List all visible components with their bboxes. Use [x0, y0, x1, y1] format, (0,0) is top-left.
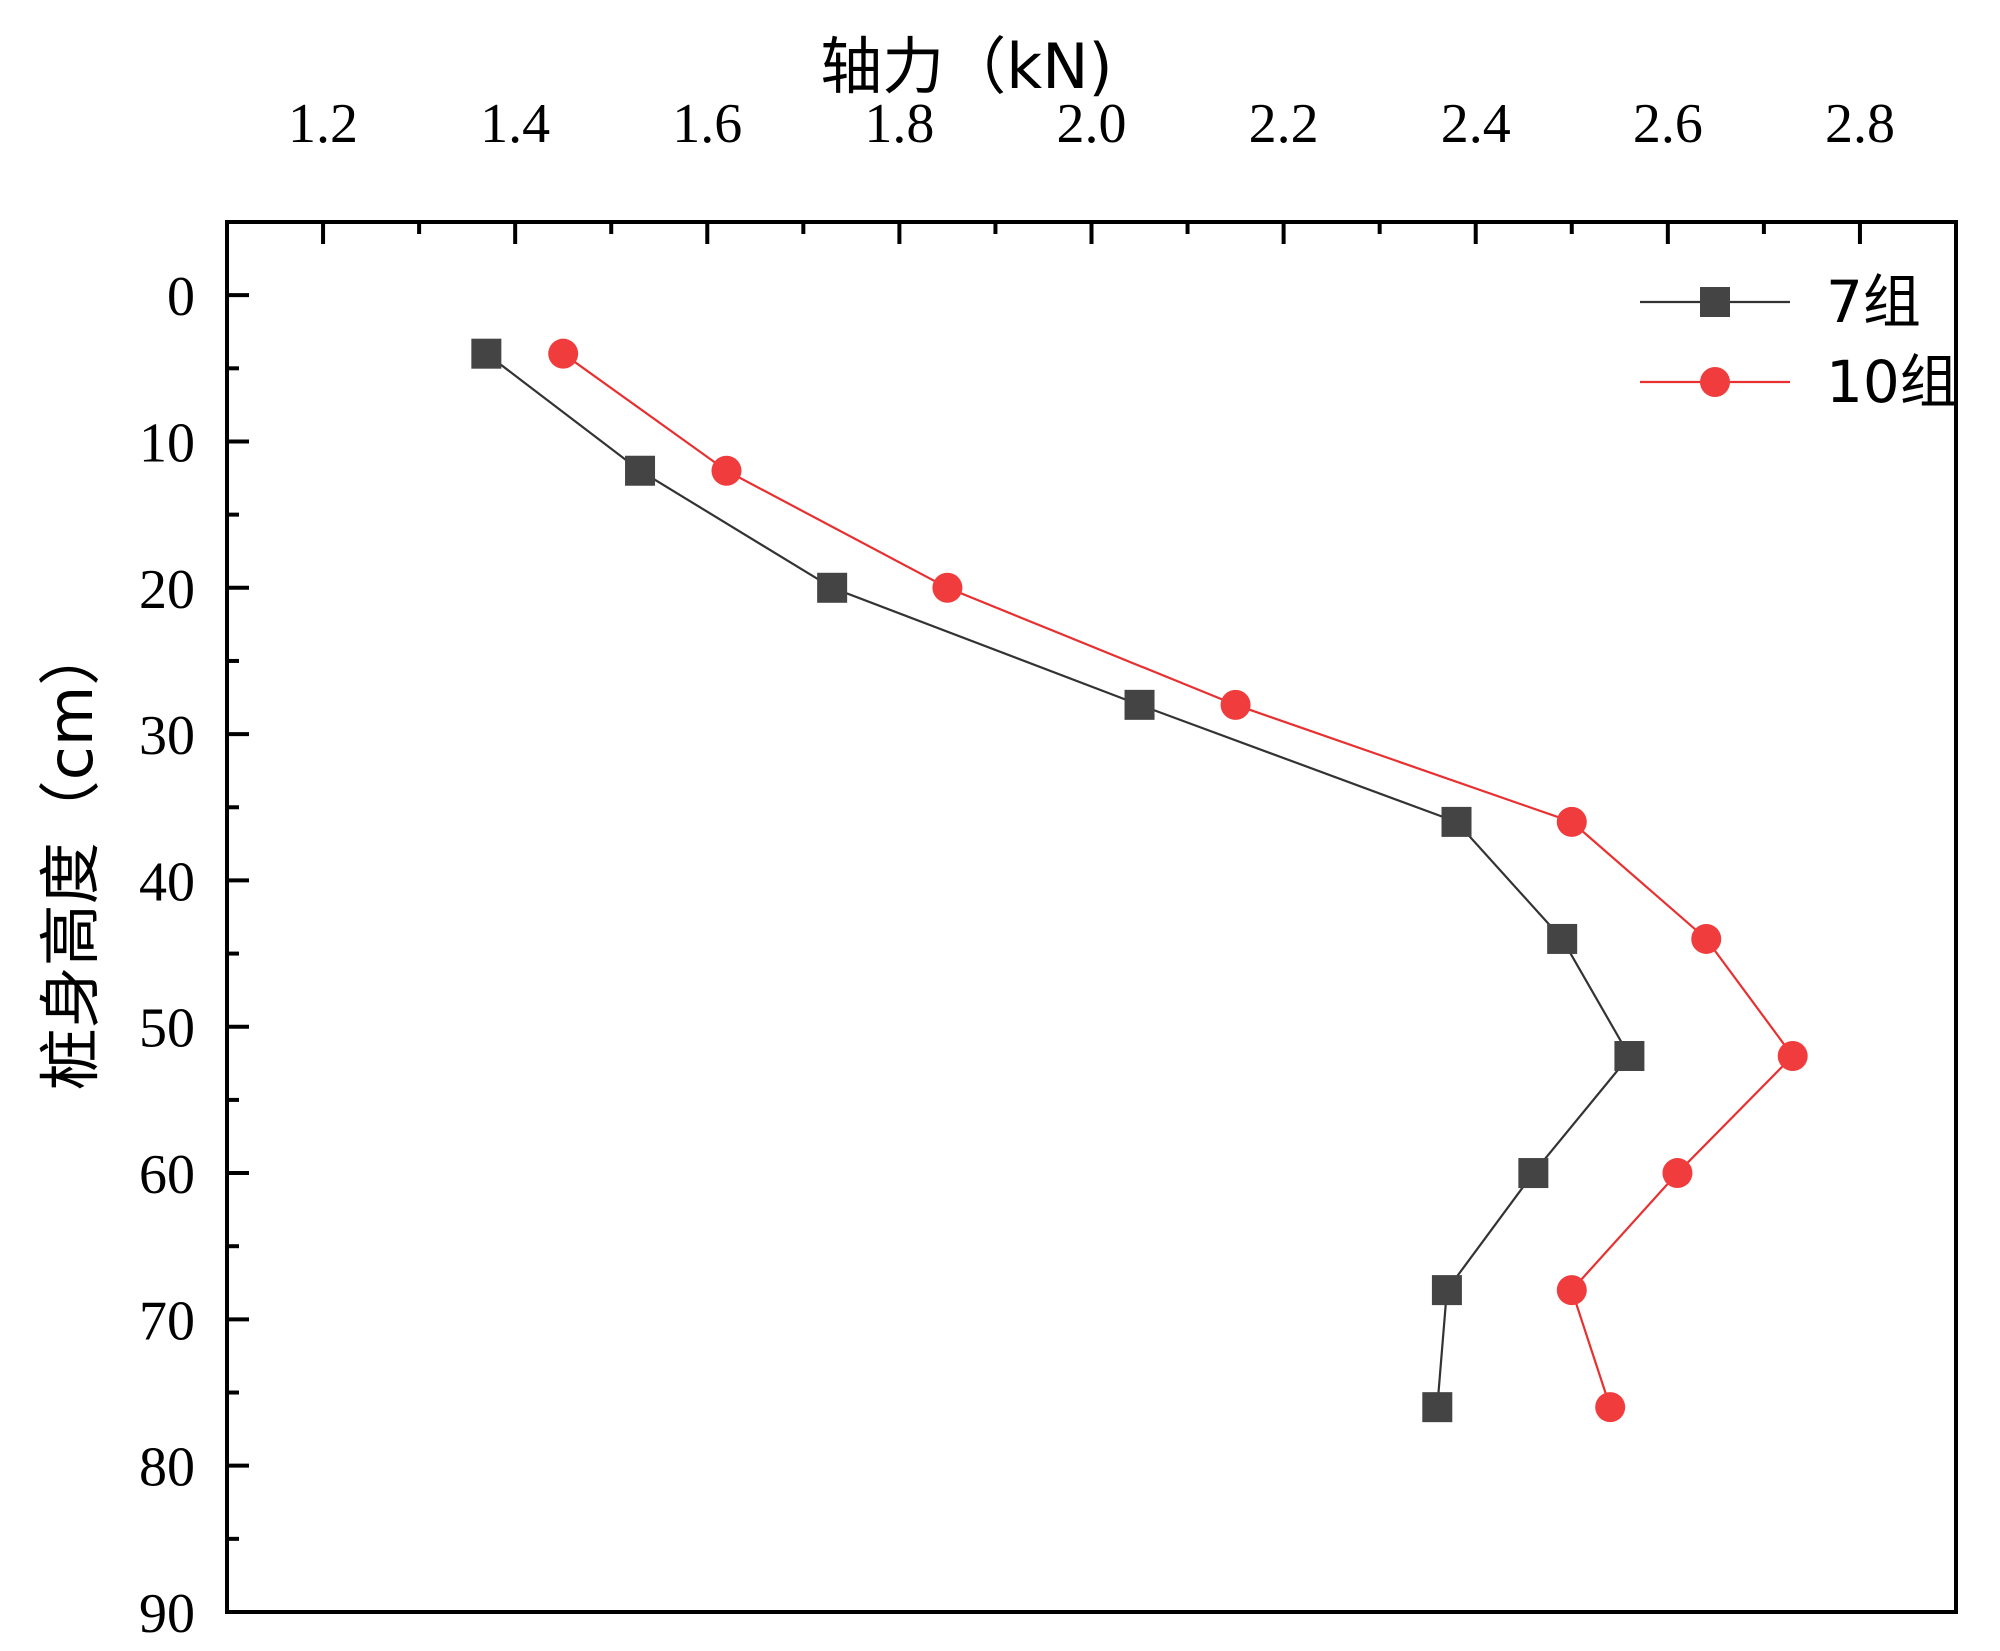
data-point-circle	[711, 455, 742, 486]
legend-marker-square	[1700, 287, 1730, 317]
data-point-square	[1441, 806, 1472, 837]
y-tick-label: 0	[167, 266, 195, 328]
data-point-circle	[1777, 1041, 1808, 1071]
y-tick-label: 80	[139, 1437, 195, 1499]
x-tick-label: 1.2	[288, 93, 358, 155]
y-tick-label: 20	[139, 559, 195, 621]
data-point-square	[1124, 689, 1155, 720]
legend-label: 7组	[1826, 268, 1921, 336]
data-point-circle	[1556, 806, 1587, 837]
y-tick-label: 50	[139, 998, 195, 1060]
data-point-square	[1614, 1041, 1645, 1071]
x-tick-label: 2.6	[1633, 93, 1703, 155]
data-point-circle	[1556, 1275, 1587, 1306]
data-point-square	[1547, 923, 1578, 954]
x-tick-label: 2.2	[1249, 93, 1319, 155]
x-tick-label: 2.0	[1057, 93, 1127, 155]
legend-label: 10组	[1826, 348, 1958, 416]
x-tick-label: 2.4	[1441, 93, 1511, 155]
data-point-circle	[548, 338, 579, 369]
series-line-1	[485, 352, 1631, 1408]
y-tick-label: 40	[139, 851, 195, 913]
y-tick-label: 10	[139, 412, 195, 474]
plot-frame	[225, 220, 1958, 1614]
y-tick-label: 60	[139, 1144, 195, 1206]
series-layer	[471, 338, 1808, 1423]
ticks-layer: 1.2 1.4 1.6 1.8 2.0 2.2 2.4 2.6 2.8 0 10 20 30 40 50 60…	[139, 93, 1895, 1645]
data-point-circle	[932, 572, 963, 603]
data-point-square	[1431, 1275, 1462, 1306]
y-tick-label: 90	[139, 1583, 195, 1645]
data-point-circle	[1595, 1392, 1626, 1423]
data-point-circle	[1691, 923, 1722, 954]
data-point-circle	[1220, 689, 1251, 720]
data-point-square	[625, 455, 656, 486]
data-point-square	[1422, 1392, 1453, 1423]
x-tick-label: 1.8	[864, 93, 934, 155]
y-tick-label: 70	[139, 1290, 195, 1352]
x-tick-label: 2.8	[1825, 93, 1895, 155]
y-axis-title: 桩身高度（cm）	[34, 624, 107, 1090]
series-line-2	[562, 352, 1795, 1408]
data-point-square	[471, 338, 502, 369]
legend-marker-circle	[1700, 367, 1730, 397]
x-axis-title: 轴力（kN)	[820, 30, 1112, 103]
data-point-square	[817, 572, 848, 603]
data-point-circle	[1662, 1158, 1693, 1189]
data-point-square	[1518, 1158, 1549, 1189]
x-tick-label: 1.4	[480, 93, 550, 155]
x-tick-label: 1.6	[672, 93, 742, 155]
y-tick-label: 30	[139, 705, 195, 767]
